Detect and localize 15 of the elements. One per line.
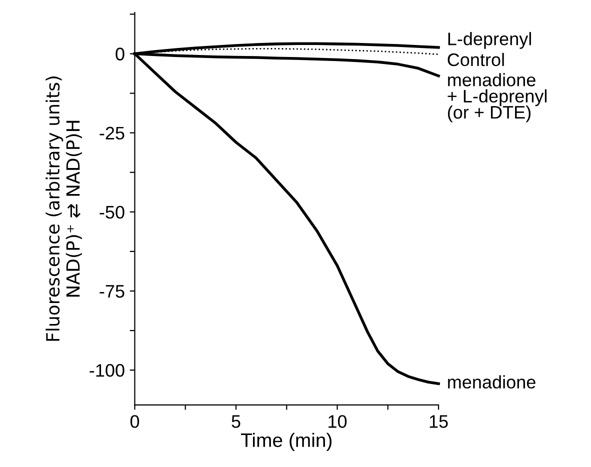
series-label: Control [448, 52, 504, 66]
x-tick-label: 0 [130, 415, 140, 428]
series-label: L-deprenyl [448, 32, 531, 49]
x-tick-label: 10 [328, 415, 347, 428]
y-tick-label: -25 [100, 126, 124, 140]
x-axis-title: Time (min) [240, 432, 332, 451]
series-label: menadione + L-deprenyl (or + DTE) [448, 73, 547, 122]
y-axis-title: Fluorescence (arbitrary units) NAD(P)⁺ ⇄ NAD(P)H [46, 76, 82, 341]
series-label: menadione [448, 375, 536, 389]
y-tick-label: 0 [116, 48, 124, 60]
x-tick-label: 5 [232, 415, 240, 428]
y-tick-label: -50 [100, 206, 124, 219]
x-tick-label: 15 [430, 415, 448, 428]
y-tick-label: -100 [90, 364, 124, 377]
y-tick-label: -75 [100, 285, 124, 298]
